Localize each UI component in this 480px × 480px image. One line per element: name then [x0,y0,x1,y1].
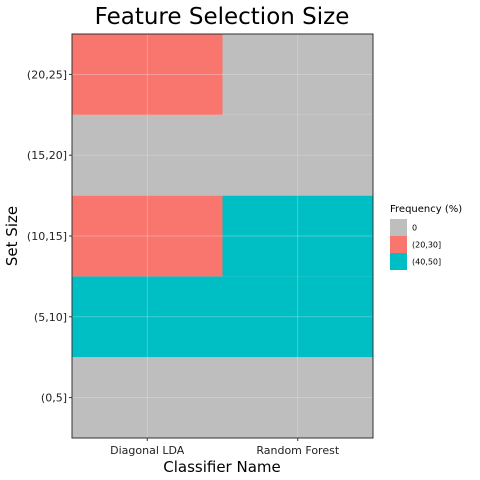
heatmap-cell [222,357,373,438]
legend-label: (40,50] [412,258,441,267]
y-tick-label: (10,15] [27,230,67,243]
heatmap-cell [72,114,223,196]
heatmap-cell [222,114,373,196]
y-tick-label: (15,20] [27,149,67,162]
heatmap-cells [72,34,373,438]
x-tick-label: Diagonal LDA [110,444,185,457]
legend-key [390,253,407,270]
chart-title: Feature Selection Size [95,4,350,30]
legend-title: Frequency (%) [390,204,462,215]
legend-key [390,236,407,253]
heatmap-cell [72,276,223,358]
heatmap-cell [72,34,223,115]
legend-label: (20,30] [412,241,441,250]
heatmap-cell [72,357,223,438]
heatmap-cell [222,195,373,277]
x-tick-label: Random Forest [256,444,339,457]
grid-lines [72,34,373,438]
y-tick-label: (20,25] [27,68,67,81]
x-axis-title: Classifier Name [163,458,281,476]
legend: Frequency (%) 0 (20,30] (40,50] [390,204,462,270]
heatmap-cell [72,195,223,277]
heatmap-cell [222,276,373,358]
legend-label: 0 [412,224,417,233]
legend-key [390,219,407,236]
heatmap-cell [222,34,373,115]
tick-labels: (0,5] (5,10] (10,15] (15,20] (20,25] Diagonal… [27,68,340,457]
y-axis-title: Set Size [3,206,21,266]
y-tick-label: (0,5] [41,392,67,405]
y-tick-label: (5,10] [34,311,67,324]
